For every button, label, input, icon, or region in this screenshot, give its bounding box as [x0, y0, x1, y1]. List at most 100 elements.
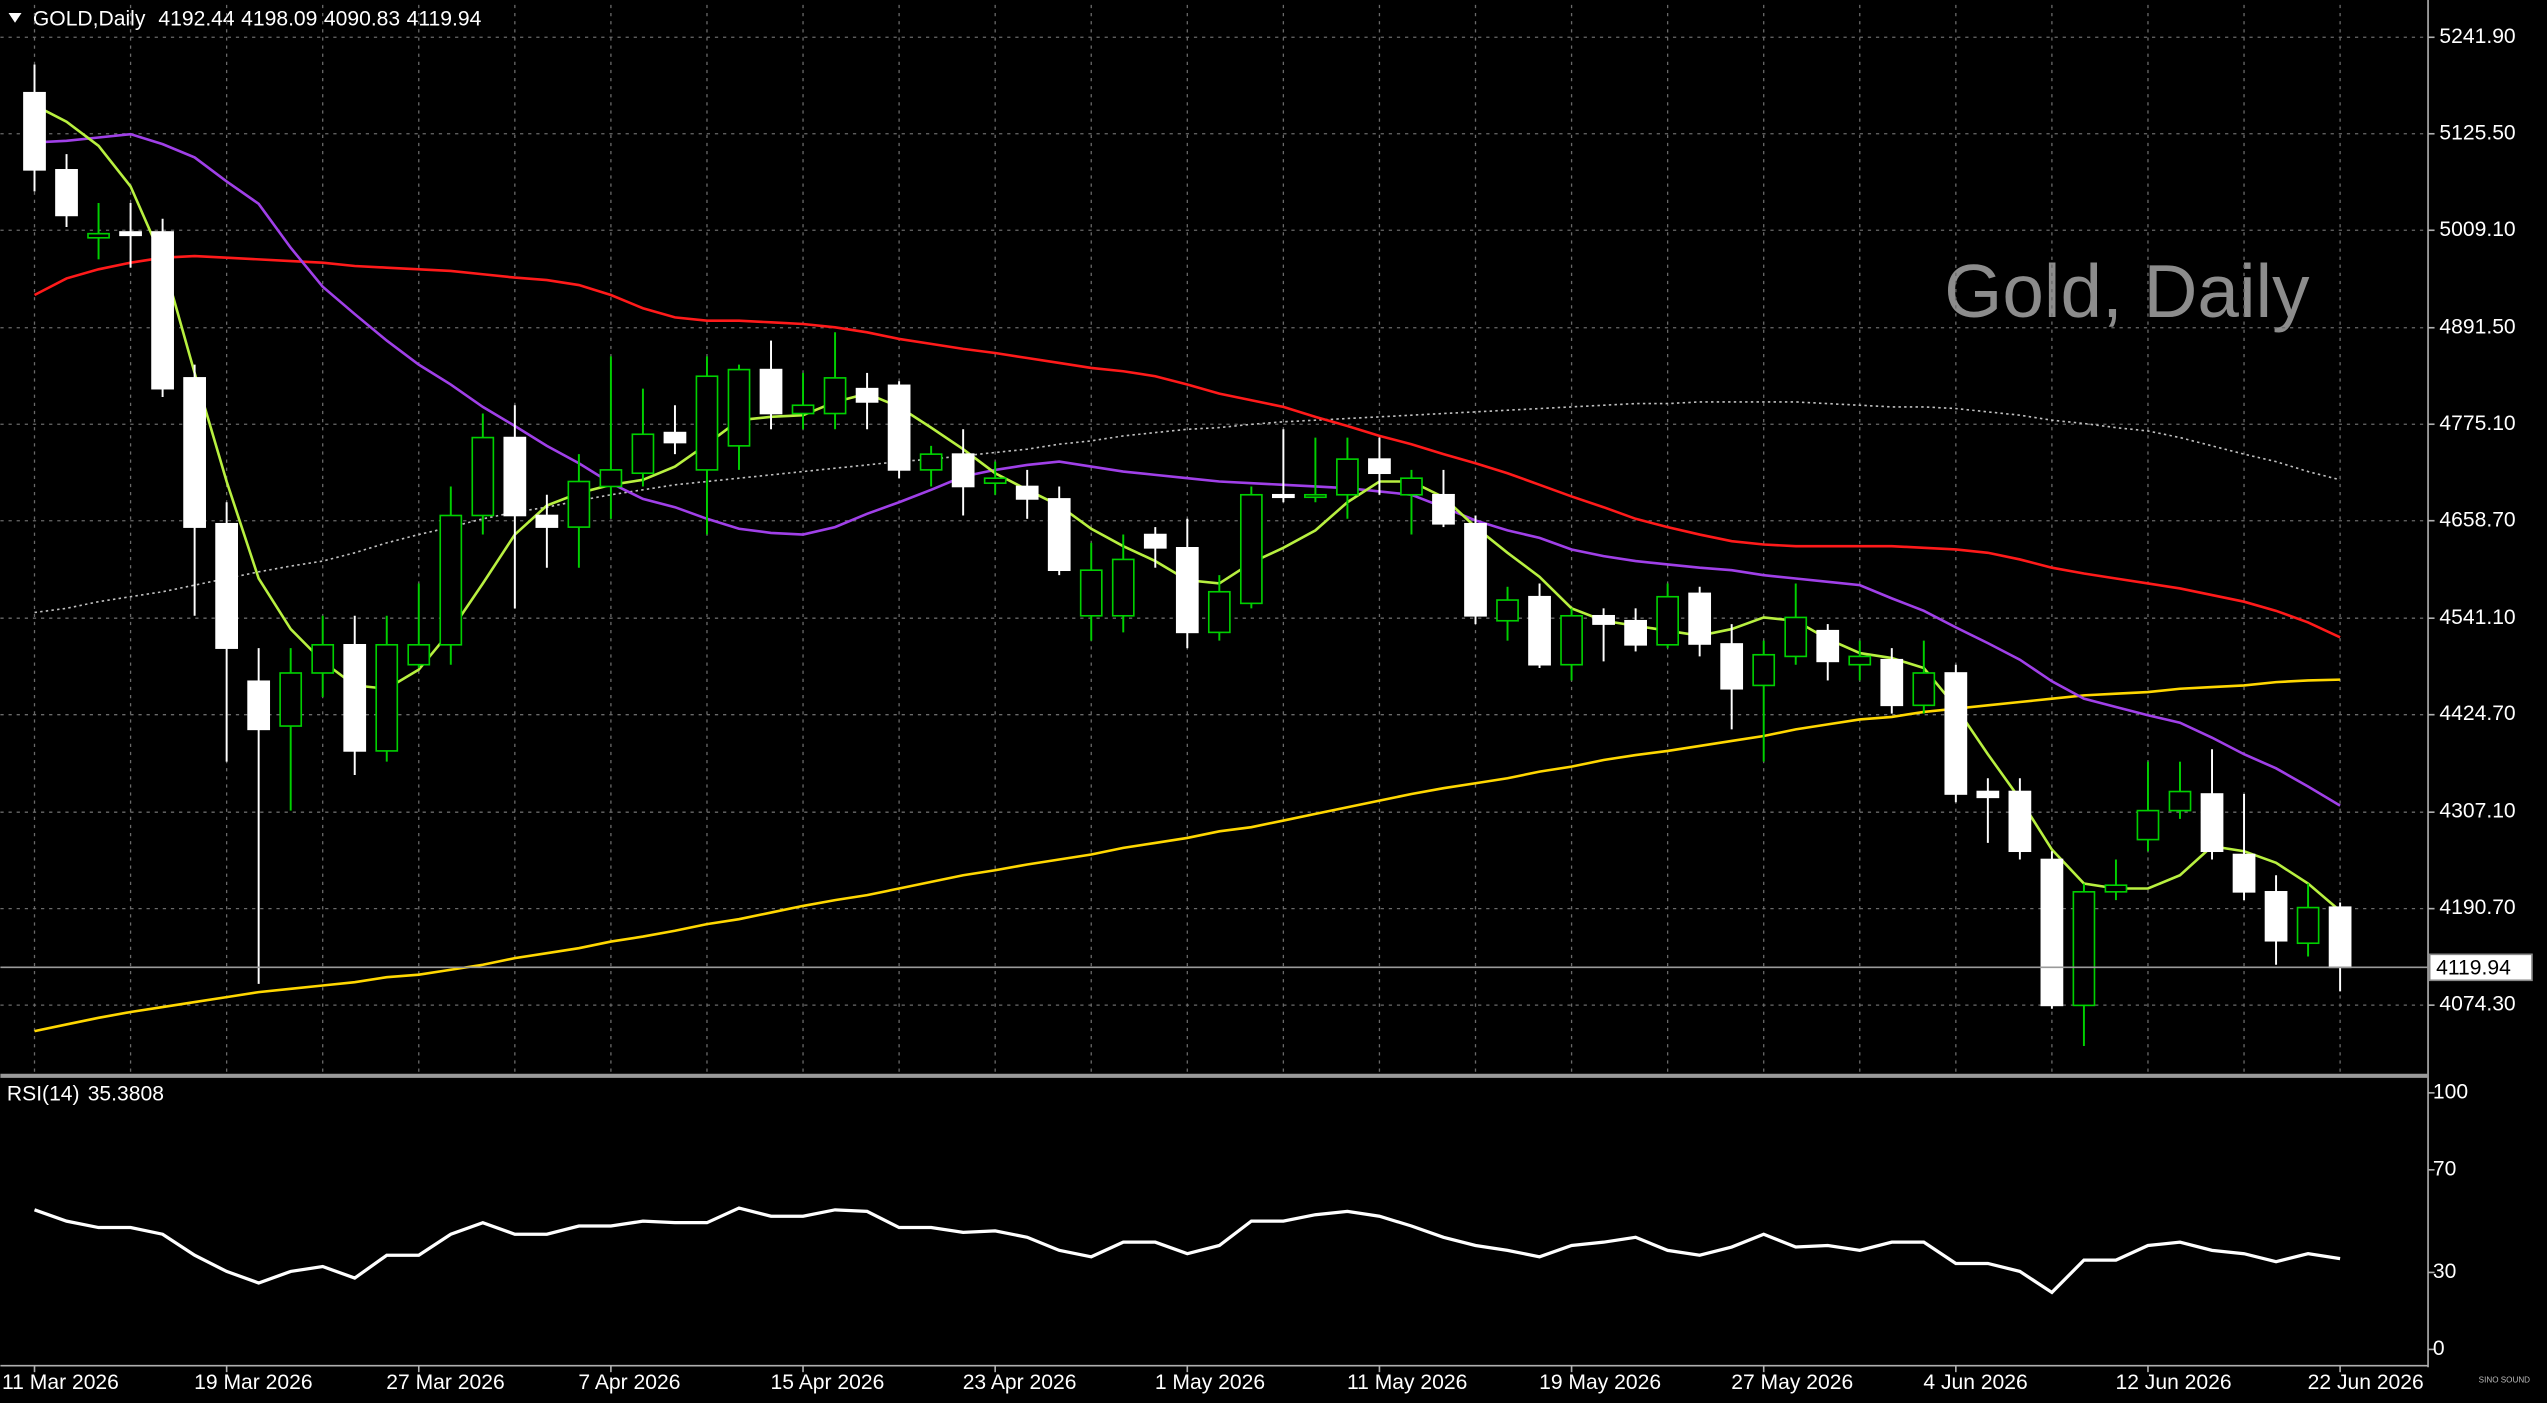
candle-body	[151, 231, 174, 390]
candle-body	[567, 480, 591, 528]
rsi-value: 35.3808	[88, 1082, 164, 1105]
candle-body	[791, 404, 815, 415]
candle-body	[1207, 590, 1231, 634]
header: GOLD,Daily 4192.44 4198.09 4090.83 4119.94	[33, 7, 482, 30]
x-tick-label: 7 Apr 2026	[578, 1371, 680, 1394]
x-tick-label: 12 Jun 2026	[2115, 1371, 2231, 1394]
candle-body	[2232, 853, 2256, 893]
candle-body	[599, 469, 623, 488]
candle-body	[919, 453, 943, 471]
moving-average	[33, 254, 2341, 639]
rsi-title: RSI(14)	[7, 1082, 80, 1105]
y-tick-label: 4541.10	[2439, 606, 2515, 629]
candle-body	[1464, 522, 1487, 617]
price-label: 4119.94	[2436, 957, 2511, 980]
candle-body	[23, 91, 46, 171]
y-tick-label: 4074.30	[2439, 993, 2515, 1016]
price-label-box	[2428, 953, 2533, 982]
x-tick-label: 27 Mar 2026	[386, 1371, 504, 1394]
axis-layer: 5241.90 5125.50 5009.10 4891.50 4775.10 4658.…	[0, 25, 2533, 1394]
header-high: 4198.09	[241, 7, 317, 30]
candle-body	[887, 384, 911, 471]
x-tick-label: 19 Mar 2026	[194, 1371, 312, 1394]
candle-body	[1784, 616, 1808, 658]
candle-body	[759, 368, 783, 415]
header-open: 4192.44	[158, 7, 235, 30]
candle-body	[1304, 493, 1327, 499]
candle-body	[823, 377, 847, 415]
rsi-line	[33, 1206, 2341, 1295]
candle-body	[2296, 906, 2320, 945]
candle-body	[855, 387, 879, 403]
candle-body	[535, 514, 559, 528]
candle-body	[983, 477, 1007, 484]
candle-body	[1592, 614, 1615, 625]
watermark: Gold, Daily	[1944, 249, 2310, 333]
candle-layer	[23, 64, 2352, 1047]
candle-body	[2200, 793, 2224, 853]
header-close: 4119.94	[407, 7, 482, 30]
y-tick-label: 5241.90	[2439, 25, 2515, 48]
candle-body	[1944, 672, 1968, 795]
y-tick-label: 30	[2433, 1260, 2456, 1283]
candle-body	[2168, 790, 2192, 812]
candle-body	[1720, 643, 1744, 690]
rsi-header: RSI(14) 35.3808	[7, 1082, 164, 1105]
candle-body	[471, 436, 495, 517]
y-tick-label: 4307.10	[2439, 800, 2515, 823]
candle-body	[1175, 547, 1199, 634]
candle-body	[1848, 655, 1872, 666]
candle-body	[247, 680, 271, 731]
candle-body	[695, 375, 719, 471]
x-tick-label: 11 Mar 2026	[2, 1371, 119, 1394]
header-low: 4090.83	[324, 7, 400, 30]
y-tick-label: 70	[2433, 1157, 2456, 1180]
candle-body	[2136, 809, 2160, 841]
candle-body	[2328, 906, 2352, 969]
x-tick-label: 23 Apr 2026	[963, 1371, 1077, 1394]
candle-body	[1816, 629, 1840, 663]
x-tick-label: 11 May 2026	[1347, 1371, 1467, 1394]
x-tick-label: 1 May 2026	[1155, 1371, 1265, 1394]
candle-body	[1432, 493, 1455, 525]
y-tick-label: 4424.70	[2439, 702, 2515, 725]
candle-body	[1656, 595, 1680, 646]
candle-body	[1880, 658, 1904, 707]
brand: SINO SOUND	[2479, 1375, 2531, 1384]
candle-body	[1015, 485, 1039, 500]
candle-body	[1624, 619, 1647, 646]
candle-body	[407, 643, 431, 666]
candle-body	[1400, 477, 1423, 496]
candle-body	[183, 377, 206, 528]
candle-body	[1079, 569, 1103, 617]
candle-body	[631, 433, 655, 475]
candle-body	[1912, 672, 1936, 707]
y-tick-label: 4190.70	[2439, 896, 2515, 919]
candle-body	[1272, 493, 1295, 499]
candle-body	[1976, 790, 2000, 799]
candle-body	[1688, 592, 1712, 645]
candle-body	[503, 436, 527, 517]
menu-arrow[interactable]	[8, 12, 22, 23]
candle-body	[663, 431, 687, 444]
candle-body	[1496, 599, 1519, 622]
candle-body	[1239, 493, 1263, 605]
y-tick-label: 4891.50	[2439, 315, 2515, 338]
candle-body	[343, 643, 367, 752]
candle-body	[311, 643, 335, 674]
x-tick-label: 27 May 2026	[1731, 1371, 1853, 1394]
candle-body	[951, 453, 975, 488]
candle-body	[2104, 884, 2128, 893]
x-tick-label: 4 Jun 2026	[1923, 1371, 2027, 1394]
candle-body	[1560, 614, 1583, 666]
candle-body	[87, 232, 110, 239]
candle-body	[2072, 891, 2096, 1007]
candle-body	[1111, 558, 1135, 617]
candle-body	[2008, 790, 2032, 853]
candle-body	[1336, 458, 1359, 496]
candle-body	[727, 368, 751, 447]
candle-body	[375, 643, 399, 752]
